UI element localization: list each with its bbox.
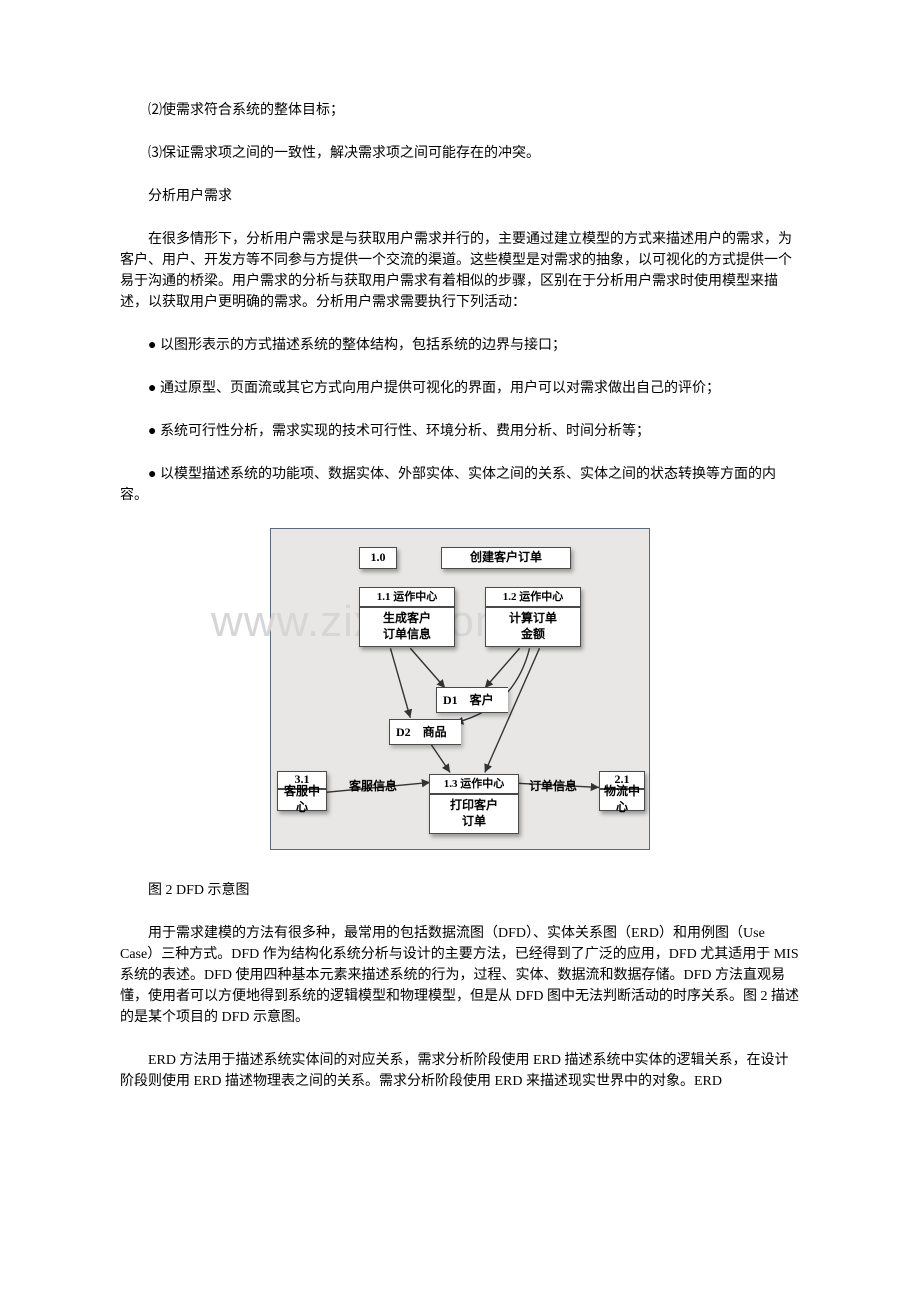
- section-heading: 分析用户需求: [120, 186, 800, 207]
- bullet-4: ● 以模型描述系统的功能项、数据实体、外部实体、实体之间的关系、实体之间的状态转…: [120, 464, 800, 506]
- ext-2-1-body: 物流中心: [599, 789, 645, 811]
- figure-caption: 图 2 DFD 示意图: [120, 880, 800, 901]
- dfd-diagram: www.zixin.com.cn 1.0: [270, 528, 650, 850]
- flow-label-cs: 客服信息: [349, 777, 397, 795]
- node-1-2-body: 计算订单 金额: [485, 607, 581, 647]
- paragraph-intro: 在很多情形下，分析用户需求是与获取用户需求并行的，主要通过建立模型的方式来描述用…: [120, 229, 800, 313]
- datastore-d2: D2 商品: [389, 719, 461, 745]
- paragraph-item-2: ⑵使需求符合系统的整体目标；: [120, 100, 800, 121]
- dfd-diagram-wrap: www.zixin.com.cn 1.0: [120, 528, 800, 850]
- datastore-d1: D1 客户: [436, 687, 508, 713]
- ext-3-1-body: 客服中心: [277, 789, 327, 811]
- paragraph-item-3: ⑶保证需求项之间的一致性，解决需求项之间可能存在的冲突。: [120, 143, 800, 164]
- node-1-1-body: 生成客户 订单信息: [359, 607, 455, 647]
- node-1-3-head: 1.3 运作中心: [429, 774, 519, 794]
- paragraph-dfd: 用于需求建模的方法有很多种，最常用的包括数据流图（DFD）、实体关系图（ERD）…: [120, 923, 800, 1028]
- node-1-3-body: 打印客户 订单: [429, 794, 519, 834]
- flow-label-order: 订单信息: [529, 777, 577, 795]
- node-title: 创建客户订单: [441, 547, 571, 569]
- bullet-3: ● 系统可行性分析，需求实现的技术可行性、环境分析、费用分析、时间分析等；: [120, 421, 800, 442]
- node-1-1-head: 1.1 运作中心: [359, 587, 455, 607]
- bullet-1: ● 以图形表示的方式描述系统的整体结构，包括系统的边界与接口；: [120, 335, 800, 356]
- paragraph-erd: ERD 方法用于描述系统实体间的对应关系，需求分析阶段使用 ERD 描述系统中实…: [120, 1050, 800, 1092]
- bullet-2: ● 通过原型、页面流或其它方式向用户提供可视化的界面，用户可以对需求做出自己的评…: [120, 378, 800, 399]
- node-1-2-head: 1.2 运作中心: [485, 587, 581, 607]
- node-1-0: 1.0: [359, 547, 397, 569]
